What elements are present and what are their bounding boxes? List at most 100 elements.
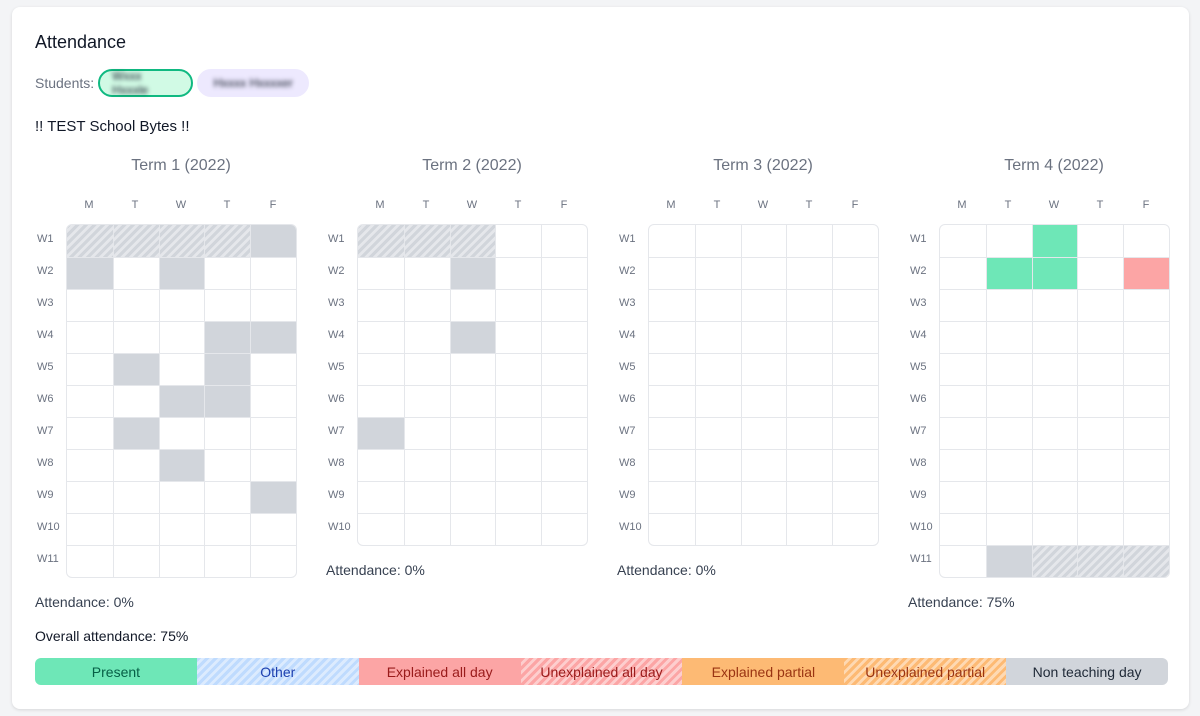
day-cell[interactable] xyxy=(786,322,832,353)
day-cell[interactable] xyxy=(1031,450,1078,481)
day-cell[interactable] xyxy=(649,450,695,481)
day-cell[interactable] xyxy=(1123,290,1169,321)
day-cell[interactable] xyxy=(649,514,695,545)
day-cell[interactable] xyxy=(1077,322,1123,353)
day-cell[interactable] xyxy=(985,418,1032,449)
day-cell[interactable] xyxy=(158,514,205,545)
day-cell[interactable] xyxy=(358,322,404,353)
day-cell[interactable] xyxy=(112,322,159,353)
day-cell[interactable] xyxy=(250,354,296,385)
day-cell[interactable] xyxy=(358,354,404,385)
day-cell[interactable] xyxy=(67,514,113,545)
day-cell[interactable] xyxy=(67,546,113,577)
day-cell[interactable] xyxy=(158,482,205,513)
day-cell[interactable] xyxy=(250,482,296,513)
day-cell[interactable] xyxy=(158,258,205,289)
day-cell[interactable] xyxy=(204,514,250,545)
day-cell[interactable] xyxy=(358,450,404,481)
day-cell[interactable] xyxy=(1077,225,1123,257)
day-cell[interactable] xyxy=(1077,418,1123,449)
day-cell[interactable] xyxy=(1077,354,1123,385)
day-cell[interactable] xyxy=(250,258,296,289)
day-cell[interactable] xyxy=(786,290,832,321)
day-cell[interactable] xyxy=(358,225,404,257)
day-cell[interactable] xyxy=(250,386,296,417)
day-cell[interactable] xyxy=(985,322,1032,353)
day-cell[interactable] xyxy=(786,386,832,417)
day-cell[interactable] xyxy=(985,450,1032,481)
day-cell[interactable] xyxy=(158,386,205,417)
day-cell[interactable] xyxy=(358,258,404,289)
day-cell[interactable] xyxy=(940,482,986,513)
day-cell[interactable] xyxy=(940,514,986,545)
day-cell[interactable] xyxy=(1031,322,1078,353)
day-cell[interactable] xyxy=(740,258,787,289)
day-cell[interactable] xyxy=(740,514,787,545)
day-cell[interactable] xyxy=(985,514,1032,545)
day-cell[interactable] xyxy=(786,514,832,545)
day-cell[interactable] xyxy=(694,450,741,481)
day-cell[interactable] xyxy=(541,322,587,353)
day-cell[interactable] xyxy=(832,354,878,385)
day-cell[interactable] xyxy=(403,418,450,449)
day-cell[interactable] xyxy=(1077,290,1123,321)
day-cell[interactable] xyxy=(832,386,878,417)
day-cell[interactable] xyxy=(449,386,496,417)
day-cell[interactable] xyxy=(1031,386,1078,417)
day-cell[interactable] xyxy=(541,354,587,385)
day-cell[interactable] xyxy=(786,354,832,385)
day-cell[interactable] xyxy=(940,225,986,257)
day-cell[interactable] xyxy=(495,450,541,481)
day-cell[interactable] xyxy=(403,354,450,385)
day-cell[interactable] xyxy=(358,386,404,417)
day-cell[interactable] xyxy=(1123,225,1169,257)
day-cell[interactable] xyxy=(495,225,541,257)
day-cell[interactable] xyxy=(449,418,496,449)
day-cell[interactable] xyxy=(694,482,741,513)
day-cell[interactable] xyxy=(67,225,113,257)
day-cell[interactable] xyxy=(250,546,296,577)
day-cell[interactable] xyxy=(1031,514,1078,545)
day-cell[interactable] xyxy=(541,290,587,321)
day-cell[interactable] xyxy=(204,418,250,449)
day-cell[interactable] xyxy=(358,418,404,449)
day-cell[interactable] xyxy=(1031,290,1078,321)
day-cell[interactable] xyxy=(786,450,832,481)
day-cell[interactable] xyxy=(832,450,878,481)
day-cell[interactable] xyxy=(112,258,159,289)
day-cell[interactable] xyxy=(1077,514,1123,545)
day-cell[interactable] xyxy=(940,386,986,417)
day-cell[interactable] xyxy=(495,322,541,353)
day-cell[interactable] xyxy=(1077,482,1123,513)
day-cell[interactable] xyxy=(541,258,587,289)
day-cell[interactable] xyxy=(67,290,113,321)
day-cell[interactable] xyxy=(158,290,205,321)
day-cell[interactable] xyxy=(67,418,113,449)
day-cell[interactable] xyxy=(1031,482,1078,513)
day-cell[interactable] xyxy=(649,386,695,417)
day-cell[interactable] xyxy=(158,354,205,385)
day-cell[interactable] xyxy=(649,482,695,513)
day-cell[interactable] xyxy=(204,290,250,321)
day-cell[interactable] xyxy=(1031,258,1078,289)
day-cell[interactable] xyxy=(495,418,541,449)
day-cell[interactable] xyxy=(740,290,787,321)
day-cell[interactable] xyxy=(495,290,541,321)
day-cell[interactable] xyxy=(403,482,450,513)
day-cell[interactable] xyxy=(832,482,878,513)
day-cell[interactable] xyxy=(67,450,113,481)
day-cell[interactable] xyxy=(1031,354,1078,385)
day-cell[interactable] xyxy=(495,354,541,385)
day-cell[interactable] xyxy=(649,225,695,257)
day-cell[interactable] xyxy=(985,354,1032,385)
day-cell[interactable] xyxy=(158,225,205,257)
day-cell[interactable] xyxy=(940,546,986,577)
day-cell[interactable] xyxy=(449,514,496,545)
day-cell[interactable] xyxy=(204,450,250,481)
day-cell[interactable] xyxy=(649,354,695,385)
day-cell[interactable] xyxy=(204,225,251,257)
day-cell[interactable] xyxy=(694,322,741,353)
day-cell[interactable] xyxy=(694,258,741,289)
day-cell[interactable] xyxy=(649,322,695,353)
day-cell[interactable] xyxy=(495,258,541,289)
